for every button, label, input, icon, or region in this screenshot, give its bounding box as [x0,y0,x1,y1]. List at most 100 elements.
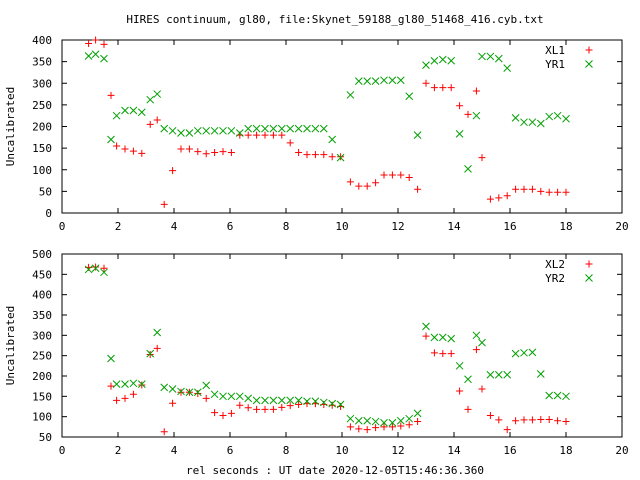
data-point [336,400,345,409]
data-point [413,131,422,140]
data-point [405,92,414,101]
data-point [113,142,121,150]
data-point [414,185,422,193]
data-point [311,124,320,133]
series-yr2 [84,264,570,427]
data-point [528,118,537,127]
data-point [536,370,545,378]
data-point [388,171,396,179]
data-point [414,418,422,426]
data-point [286,124,295,133]
x-tick-label: 6 [227,444,234,457]
data-point [388,418,397,427]
data-point [536,119,545,128]
data-point [138,381,146,389]
lower-panel: 0 2 4 6 8 10 12 14 16 18 20 50 100 150 200 250 300 350 400… [4,248,629,457]
data-point [295,400,303,408]
data-point [528,185,536,193]
data-point [354,77,363,85]
x-tick-label: 20 [615,444,628,457]
data-point [269,124,278,133]
data-point [253,131,261,139]
legend-marker [585,46,593,54]
upper-panel: 0 2 4 6 8 10 12 14 16 18 2005010015020025030035040… [4,34,629,233]
x-tick-label: 20 [615,220,628,233]
data-point [121,394,129,402]
data-point [363,416,372,425]
y-tick-label: 500 [32,248,52,261]
data-point [328,153,336,161]
data-point [236,401,244,409]
data-point [455,129,464,138]
data-point [269,396,278,405]
data-point [346,91,355,99]
data-point [464,375,472,384]
data-point [129,147,137,155]
data-point [91,264,100,273]
data-point [227,126,236,135]
data-point [430,333,439,342]
data-point [121,106,129,115]
legend-label: YR1 [545,58,565,71]
data-point [252,124,261,133]
data-point [363,77,372,85]
x-tick-label: 14 [447,444,461,457]
data-point [447,350,455,358]
data-point [244,404,252,412]
data-point [294,124,303,133]
y-tick-label: 250 [32,99,52,112]
data-point [277,396,286,405]
data-point [337,153,345,161]
data-point [244,124,253,133]
data-point [320,151,328,159]
x-tick-label: 18 [559,220,572,233]
y-tick-label: 300 [32,77,52,90]
data-point [380,76,388,85]
data-point [295,148,303,156]
data-point [146,349,155,358]
data-point [372,179,380,187]
data-point [160,124,169,133]
data-point [202,394,210,402]
legend-marker [585,260,593,268]
x-tick-label: 6 [227,220,234,233]
data-point [537,187,545,195]
data-point [193,388,202,397]
legend-marker [585,274,593,282]
data-point [553,391,562,400]
data-point [520,416,528,424]
data-point [261,124,269,133]
legend-label: XL1 [545,44,565,57]
data-point [278,403,286,411]
x-tick-label: 10 [335,220,348,233]
data-point [355,425,363,433]
legend-label: YR2 [545,272,565,285]
data-point [153,328,162,337]
data-point [219,411,227,419]
data-point [464,110,472,118]
data-point [447,84,455,92]
data-point [511,113,520,122]
x-tick-label: 0 [59,444,66,457]
data-point [193,126,202,135]
data-point [397,171,405,179]
data-point [354,416,363,425]
data-point [92,36,100,44]
data-point [202,381,211,390]
data-point [520,185,528,193]
data-point [422,332,430,340]
data-point [430,349,438,357]
data-point [495,194,503,202]
data-point [286,402,294,410]
data-point [503,370,512,379]
data-point [84,52,93,60]
y-tick-label: 350 [32,56,52,69]
data-point [227,409,235,417]
data-point [227,392,236,401]
data-point [405,414,414,423]
data-point [478,338,486,347]
data-point [486,195,494,203]
data-point [112,111,121,120]
data-point [100,264,108,272]
